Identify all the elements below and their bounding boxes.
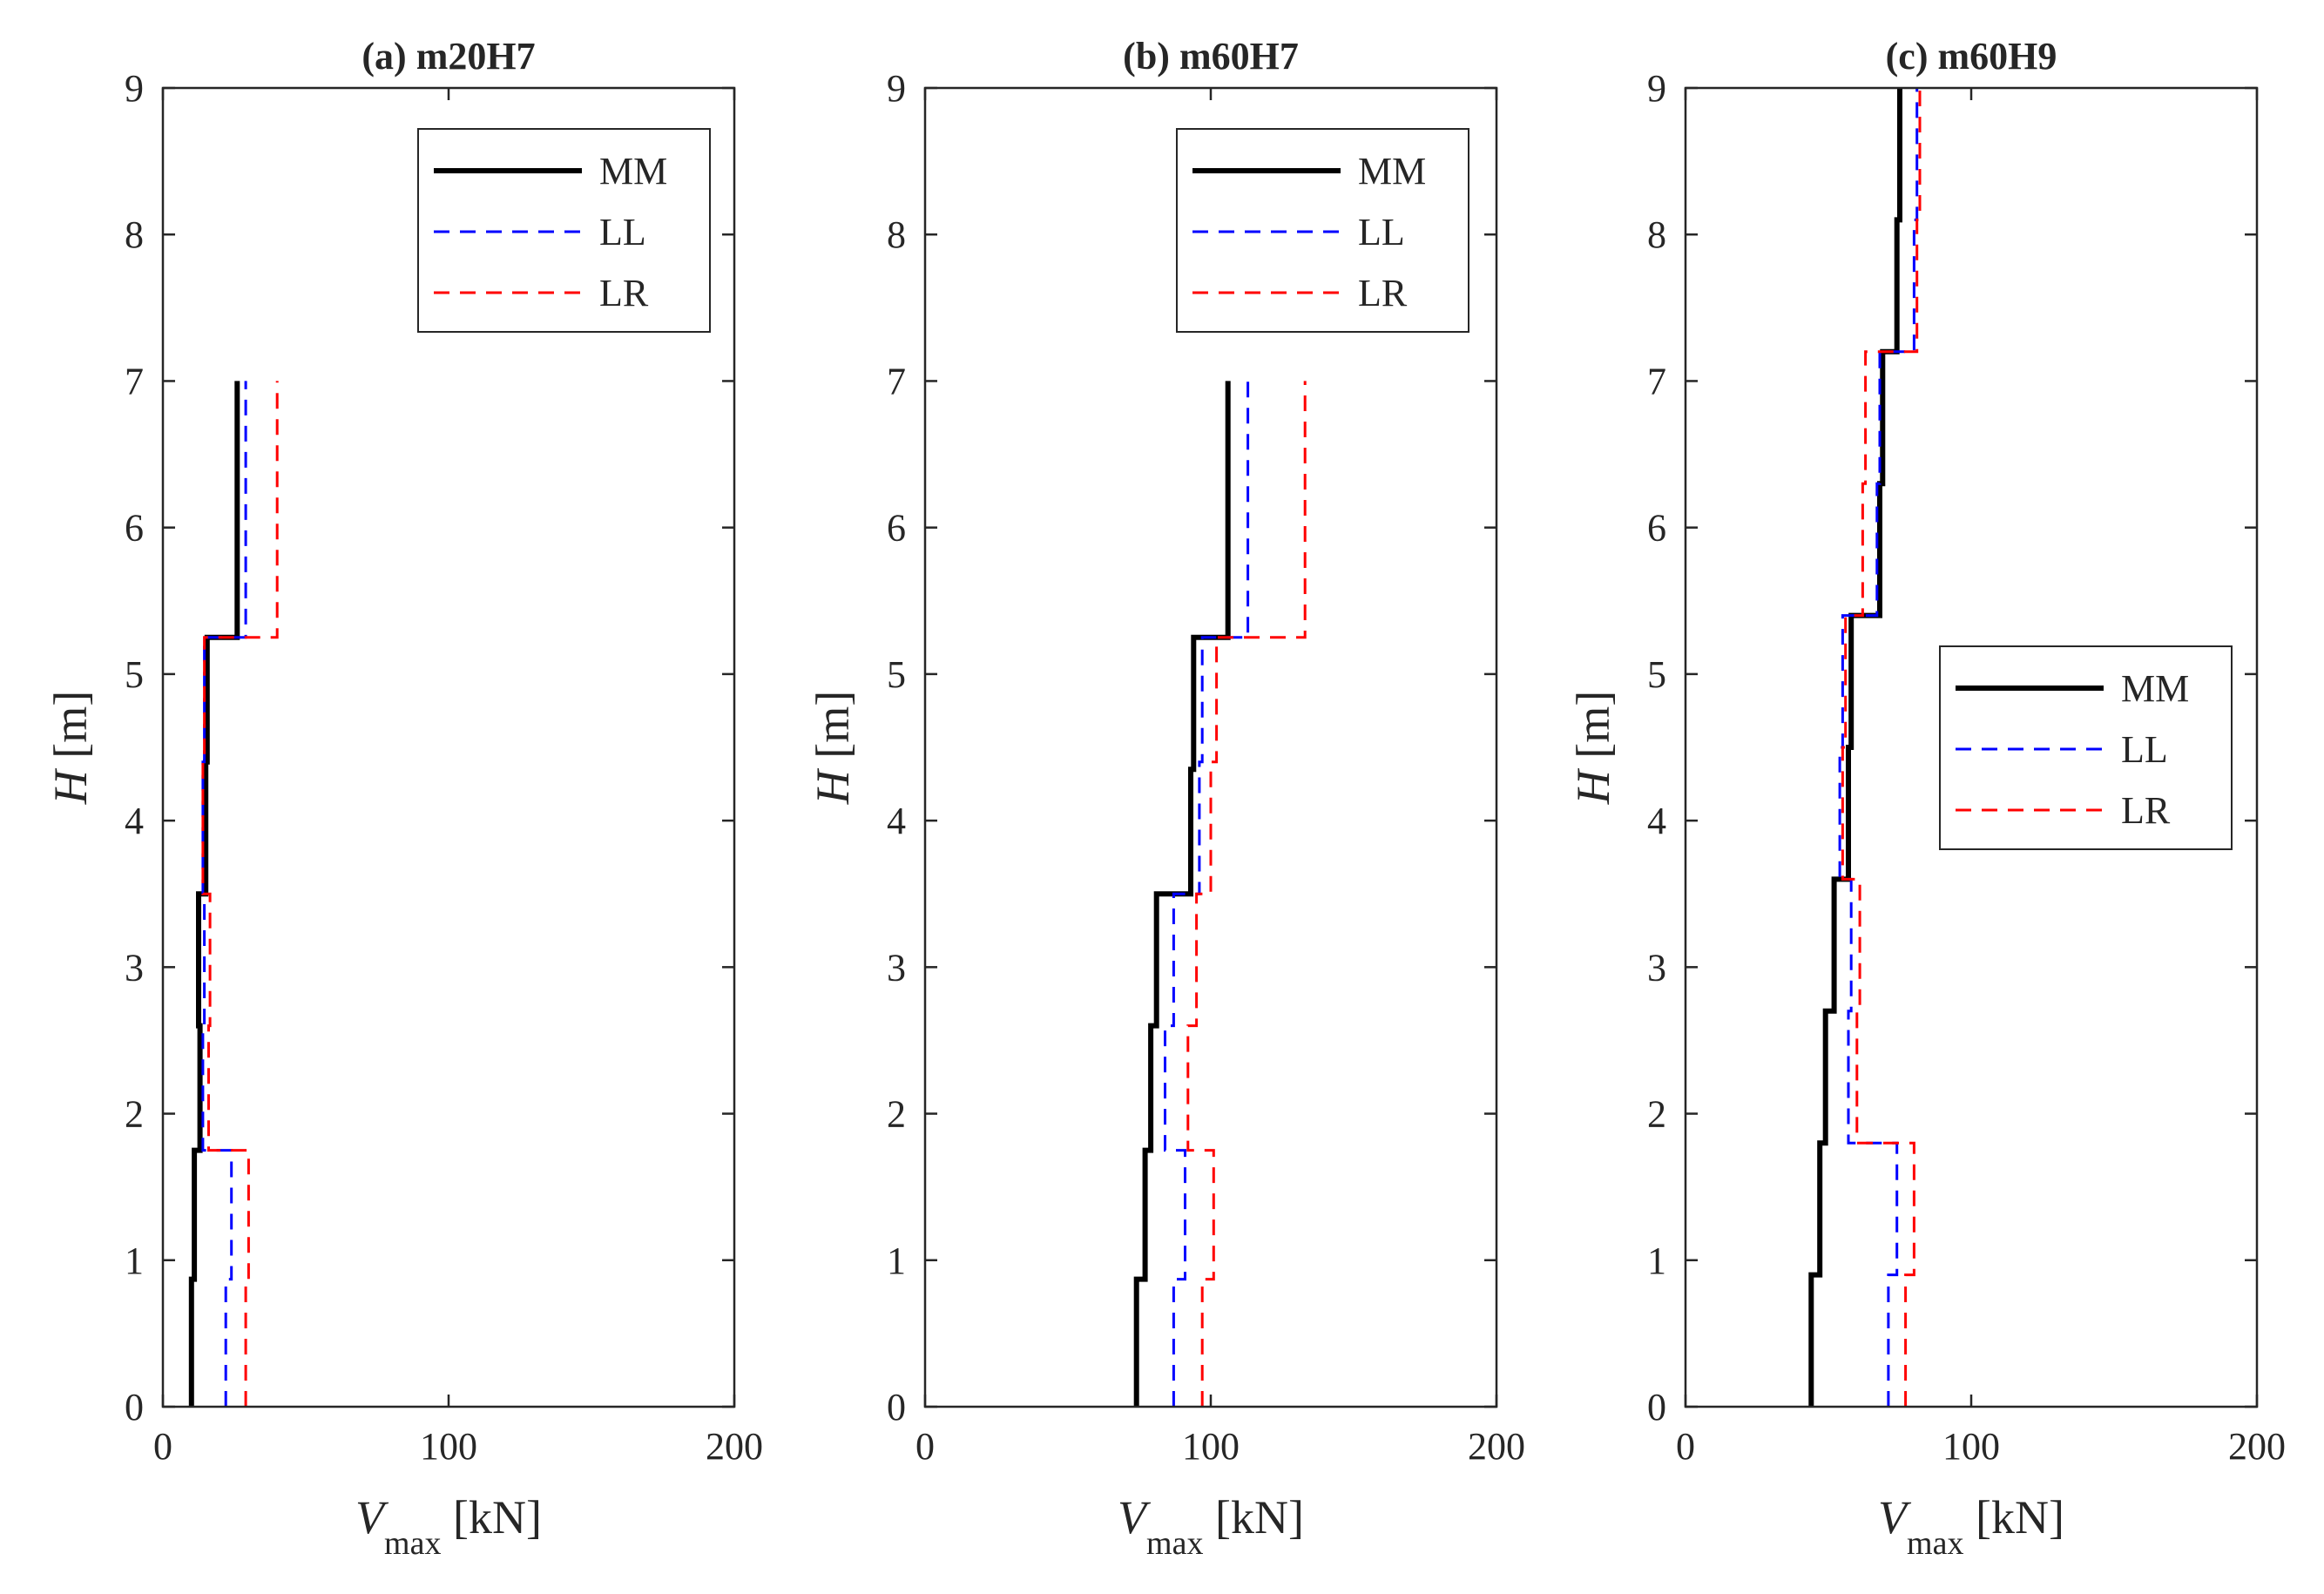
chart-title: (c) m60H9 (1886, 35, 2057, 78)
x-axis-symbol: V (1878, 1491, 1912, 1543)
y-axis-symbol: H (44, 767, 97, 805)
x-axis-unit: [kN] (1963, 1491, 2064, 1543)
legend-label-mm: MM (1358, 150, 1426, 192)
y-tick-label: 6 (1647, 507, 1666, 550)
y-axis-unit: [m] (44, 691, 97, 770)
panel-3: 0 1 2 3 4 5 6 7 8 9 0 100 200 (c) m60H9 Vmax [kN] H [m]… (1567, 35, 2286, 1562)
y-tick-label: 8 (1647, 213, 1666, 256)
series-line-mm (1133, 381, 1231, 1407)
legend: MM LL LR (1176, 128, 1469, 333)
y-tick-label: 7 (125, 360, 144, 402)
x-axis-unit: [kN] (441, 1491, 541, 1543)
y-tick-label: 7 (887, 360, 906, 402)
chart-title: (a) m20H7 (361, 35, 535, 78)
x-axis-subscript: max (384, 1525, 441, 1562)
legend-label-ll: LL (1358, 211, 1405, 253)
x-tick-label: 100 (1182, 1425, 1240, 1468)
x-tick-label: 100 (1942, 1425, 2000, 1468)
y-tick-label: 6 (887, 507, 906, 550)
legend-label-lr: LR (599, 272, 649, 314)
y-tick-label: 3 (1647, 946, 1666, 989)
panel-2: 0 1 2 3 4 5 6 7 8 9 0 100 200 (b) m60H7 Vmax [kN] H [m]… (807, 35, 1525, 1562)
y-tick-label: 9 (1647, 67, 1666, 110)
y-tick-label: 3 (125, 946, 144, 989)
y-tick-label: 3 (887, 946, 906, 989)
series-line-lr (1186, 381, 1307, 1407)
y-tick-label: 8 (125, 213, 144, 256)
legend-label-lr: LR (2121, 789, 2171, 832)
y-tick-label: 9 (887, 67, 906, 110)
y-tick-label: 1 (887, 1239, 906, 1282)
y-axis-label: H [m] (1567, 691, 1619, 805)
y-axis-symbol: H (807, 767, 859, 805)
y-tick-label: 1 (125, 1239, 144, 1282)
x-tick-label: 0 (153, 1425, 172, 1468)
y-axis-label: H [m] (807, 691, 859, 805)
series-line-lr (1841, 88, 1922, 1407)
series-line-ll (201, 381, 247, 1407)
y-tick-label: 9 (125, 67, 144, 110)
y-tick-label: 4 (887, 800, 906, 842)
x-axis-label: Vmax [kN] (355, 1491, 542, 1562)
x-tick-label: 200 (2228, 1425, 2286, 1468)
y-axis-unit: [m] (807, 691, 859, 770)
x-tick-label: 200 (1468, 1425, 1525, 1468)
y-tick-label: 0 (125, 1386, 144, 1429)
x-tick-label: 0 (915, 1425, 935, 1468)
legend-label-mm: MM (599, 150, 667, 192)
series-line-ll (1164, 381, 1250, 1407)
y-axis-symbol: H (1567, 767, 1619, 805)
x-axis-unit: [kN] (1203, 1491, 1303, 1543)
y-tick-label: 5 (1647, 653, 1666, 696)
y-tick-label: 1 (1647, 1239, 1666, 1282)
chart-title: (b) m60H7 (1123, 35, 1299, 78)
x-axis-label: Vmax [kN] (1118, 1491, 1304, 1562)
panel-1: 0 1 2 3 4 5 6 7 8 9 0 100 200 (a) m20H7 Vmax [kN] H [m]… (44, 35, 763, 1562)
y-tick-label: 7 (1647, 360, 1666, 402)
series-line-ll (1838, 88, 1919, 1407)
y-tick-label: 0 (887, 1386, 906, 1429)
x-axis-label: Vmax [kN] (1878, 1491, 2064, 1562)
y-tick-label: 5 (125, 653, 144, 696)
y-tick-label: 6 (125, 507, 144, 550)
legend: MM LL LR (417, 128, 711, 333)
legend: MM LL LR (1939, 645, 2233, 850)
x-axis-symbol: V (1118, 1491, 1152, 1543)
y-axis-unit: [m] (1567, 691, 1619, 770)
x-axis-subscript: max (1907, 1525, 1963, 1562)
x-tick-label: 200 (706, 1425, 763, 1468)
y-tick-label: 5 (887, 653, 906, 696)
y-tick-label: 2 (125, 1093, 144, 1136)
x-axis-subscript: max (1146, 1525, 1203, 1562)
legend-label-mm: MM (2121, 667, 2189, 710)
y-tick-label: 2 (887, 1093, 906, 1136)
legend-label-lr: LR (1358, 272, 1408, 314)
legend-label-ll: LL (599, 211, 646, 253)
series-line-mm (188, 381, 240, 1407)
y-tick-label: 0 (1647, 1386, 1666, 1429)
y-tick-label: 2 (1647, 1093, 1666, 1136)
y-tick-label: 4 (1647, 800, 1666, 842)
legend-label-ll: LL (2121, 728, 2168, 771)
x-tick-label: 0 (1676, 1425, 1695, 1468)
x-tick-label: 100 (420, 1425, 477, 1468)
y-axis-label: H [m] (44, 691, 97, 805)
x-axis-symbol: V (355, 1491, 389, 1543)
y-tick-label: 8 (887, 213, 906, 256)
y-tick-label: 4 (125, 800, 144, 842)
